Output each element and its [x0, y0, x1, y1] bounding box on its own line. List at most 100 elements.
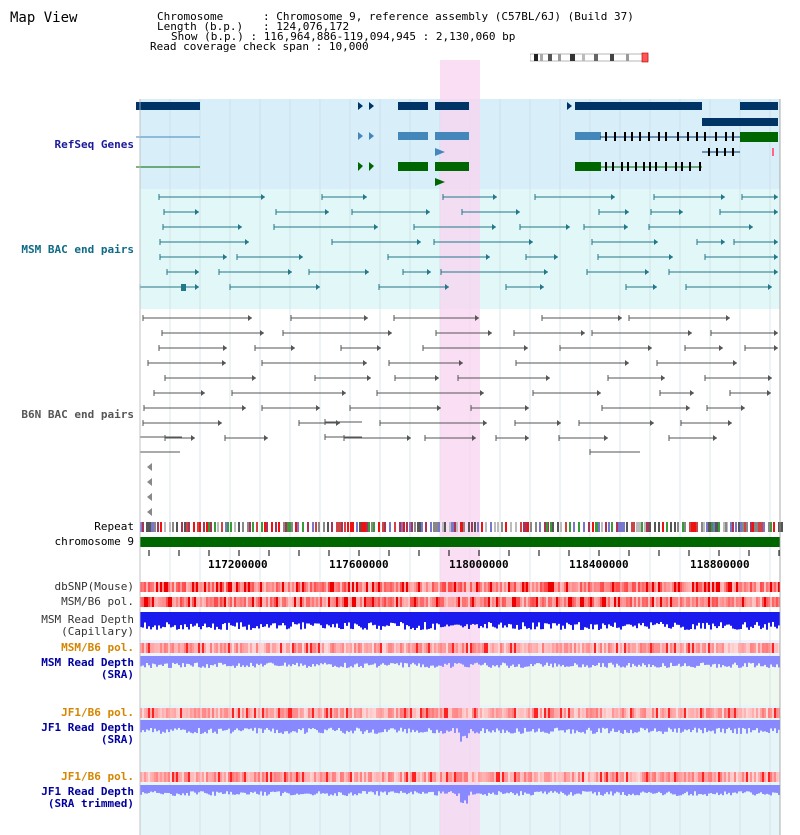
- jf1-b6-pol-trimmed-label: JF1/B6 pol.: [61, 770, 134, 783]
- heat-cell: [398, 582, 400, 592]
- heat-cell: [582, 582, 584, 592]
- heat-cell: [644, 643, 646, 653]
- bac-end: [749, 224, 753, 230]
- repeat-feature: [732, 522, 734, 532]
- heat-cell: [616, 772, 618, 782]
- heat-cell: [186, 597, 188, 607]
- heat-cell: [674, 708, 676, 718]
- read-depth-bar: [544, 720, 546, 733]
- read-depth-bar: [662, 785, 664, 796]
- heat-cell: [556, 582, 558, 592]
- heat-cell: [172, 772, 174, 782]
- read-depth-bar: [220, 656, 222, 663]
- read-depth-bar: [700, 612, 702, 629]
- read-depth-bar: [474, 720, 476, 734]
- read-depth-bar: [498, 656, 500, 668]
- read-depth-bar: [320, 612, 322, 626]
- read-depth-bar: [292, 612, 294, 623]
- heat-cell: [694, 772, 696, 782]
- read-depth-bar: [372, 785, 374, 793]
- heat-cell: [372, 772, 374, 782]
- heat-cell: [318, 582, 320, 592]
- heat-cell: [174, 597, 176, 607]
- read-depth-bar: [736, 656, 738, 666]
- heat-cell: [424, 582, 426, 592]
- repeat-feature: [361, 522, 366, 532]
- repeat-feature: [256, 522, 258, 532]
- read-depth-bar: [690, 656, 692, 667]
- heat-cell: [394, 772, 396, 782]
- jf1-read-depth-trimmed-label-2: (SRA trimmed): [47, 797, 134, 810]
- read-depth-bar: [776, 656, 778, 665]
- heat-cell: [574, 708, 576, 718]
- heat-cell: [458, 643, 460, 653]
- heat-cell: [376, 643, 378, 653]
- heat-cell: [232, 597, 234, 607]
- repeat-feature: [227, 522, 229, 532]
- heat-cell: [314, 708, 316, 718]
- heat-cell: [468, 582, 470, 592]
- chromosome-value: Chromosome 9, reference assembly (C57BL/…: [276, 10, 634, 23]
- read-depth-bar: [530, 785, 532, 796]
- read-depth-bar: [544, 656, 546, 666]
- read-depth-bar: [524, 656, 526, 667]
- bac-end: [679, 209, 683, 215]
- heat-cell: [746, 708, 748, 718]
- read-depth-bar: [752, 656, 754, 663]
- heat-cell: [144, 643, 146, 653]
- heat-cell: [528, 643, 530, 653]
- repeat-feature: [414, 522, 416, 532]
- heat-cell: [274, 643, 276, 653]
- heat-cell: [212, 708, 214, 718]
- heat-cell: [716, 597, 718, 607]
- heat-cell: [192, 708, 194, 718]
- repeat-feature: [740, 522, 742, 532]
- repeat-feature: [199, 522, 201, 532]
- heat-cell: [354, 582, 356, 592]
- heat-cell: [512, 643, 514, 653]
- heat-cell: [218, 597, 220, 607]
- heat-cell: [716, 772, 718, 782]
- read-depth-bar: [774, 720, 776, 729]
- read-depth-bar: [546, 656, 548, 663]
- heat-cell: [594, 582, 596, 592]
- heat-cell: [438, 772, 440, 782]
- heat-cell: [740, 597, 742, 607]
- heat-cell: [682, 772, 684, 782]
- heat-cell: [208, 582, 210, 592]
- heat-cell: [342, 597, 344, 607]
- heat-cell: [498, 597, 500, 607]
- heat-cell: [554, 708, 556, 718]
- read-depth-bar: [454, 720, 456, 733]
- heat-cell: [742, 582, 744, 592]
- heat-cell: [230, 597, 232, 607]
- heat-cell: [314, 643, 316, 653]
- read-depth-bar: [244, 612, 246, 627]
- bac-end: [544, 269, 548, 275]
- heat-cell: [560, 582, 562, 592]
- read-depth-bar: [402, 656, 404, 668]
- chromosome-ideogram[interactable]: [530, 52, 650, 63]
- read-depth-bar: [348, 612, 350, 623]
- read-depth-bar: [512, 785, 514, 794]
- read-depth-bar: [142, 612, 144, 628]
- heat-cell: [764, 708, 766, 718]
- read-depth-bar: [434, 656, 436, 668]
- repeat-feature: [341, 522, 343, 532]
- read-depth-bar: [650, 612, 652, 623]
- heat-cell: [148, 597, 150, 607]
- read-depth-bar: [650, 720, 652, 732]
- heat-cell: [712, 772, 714, 782]
- heat-cell: [266, 597, 268, 607]
- heat-cell: [292, 772, 294, 782]
- bac-end: [768, 375, 772, 381]
- repeat-feature: [368, 522, 370, 532]
- heat-cell: [420, 597, 422, 607]
- read-depth-bar: [576, 720, 578, 731]
- read-depth-bar: [474, 785, 476, 795]
- repeat-feature: [238, 522, 240, 532]
- heat-cell: [518, 772, 520, 782]
- repeat-feature: [515, 522, 517, 532]
- heat-cell: [316, 597, 318, 607]
